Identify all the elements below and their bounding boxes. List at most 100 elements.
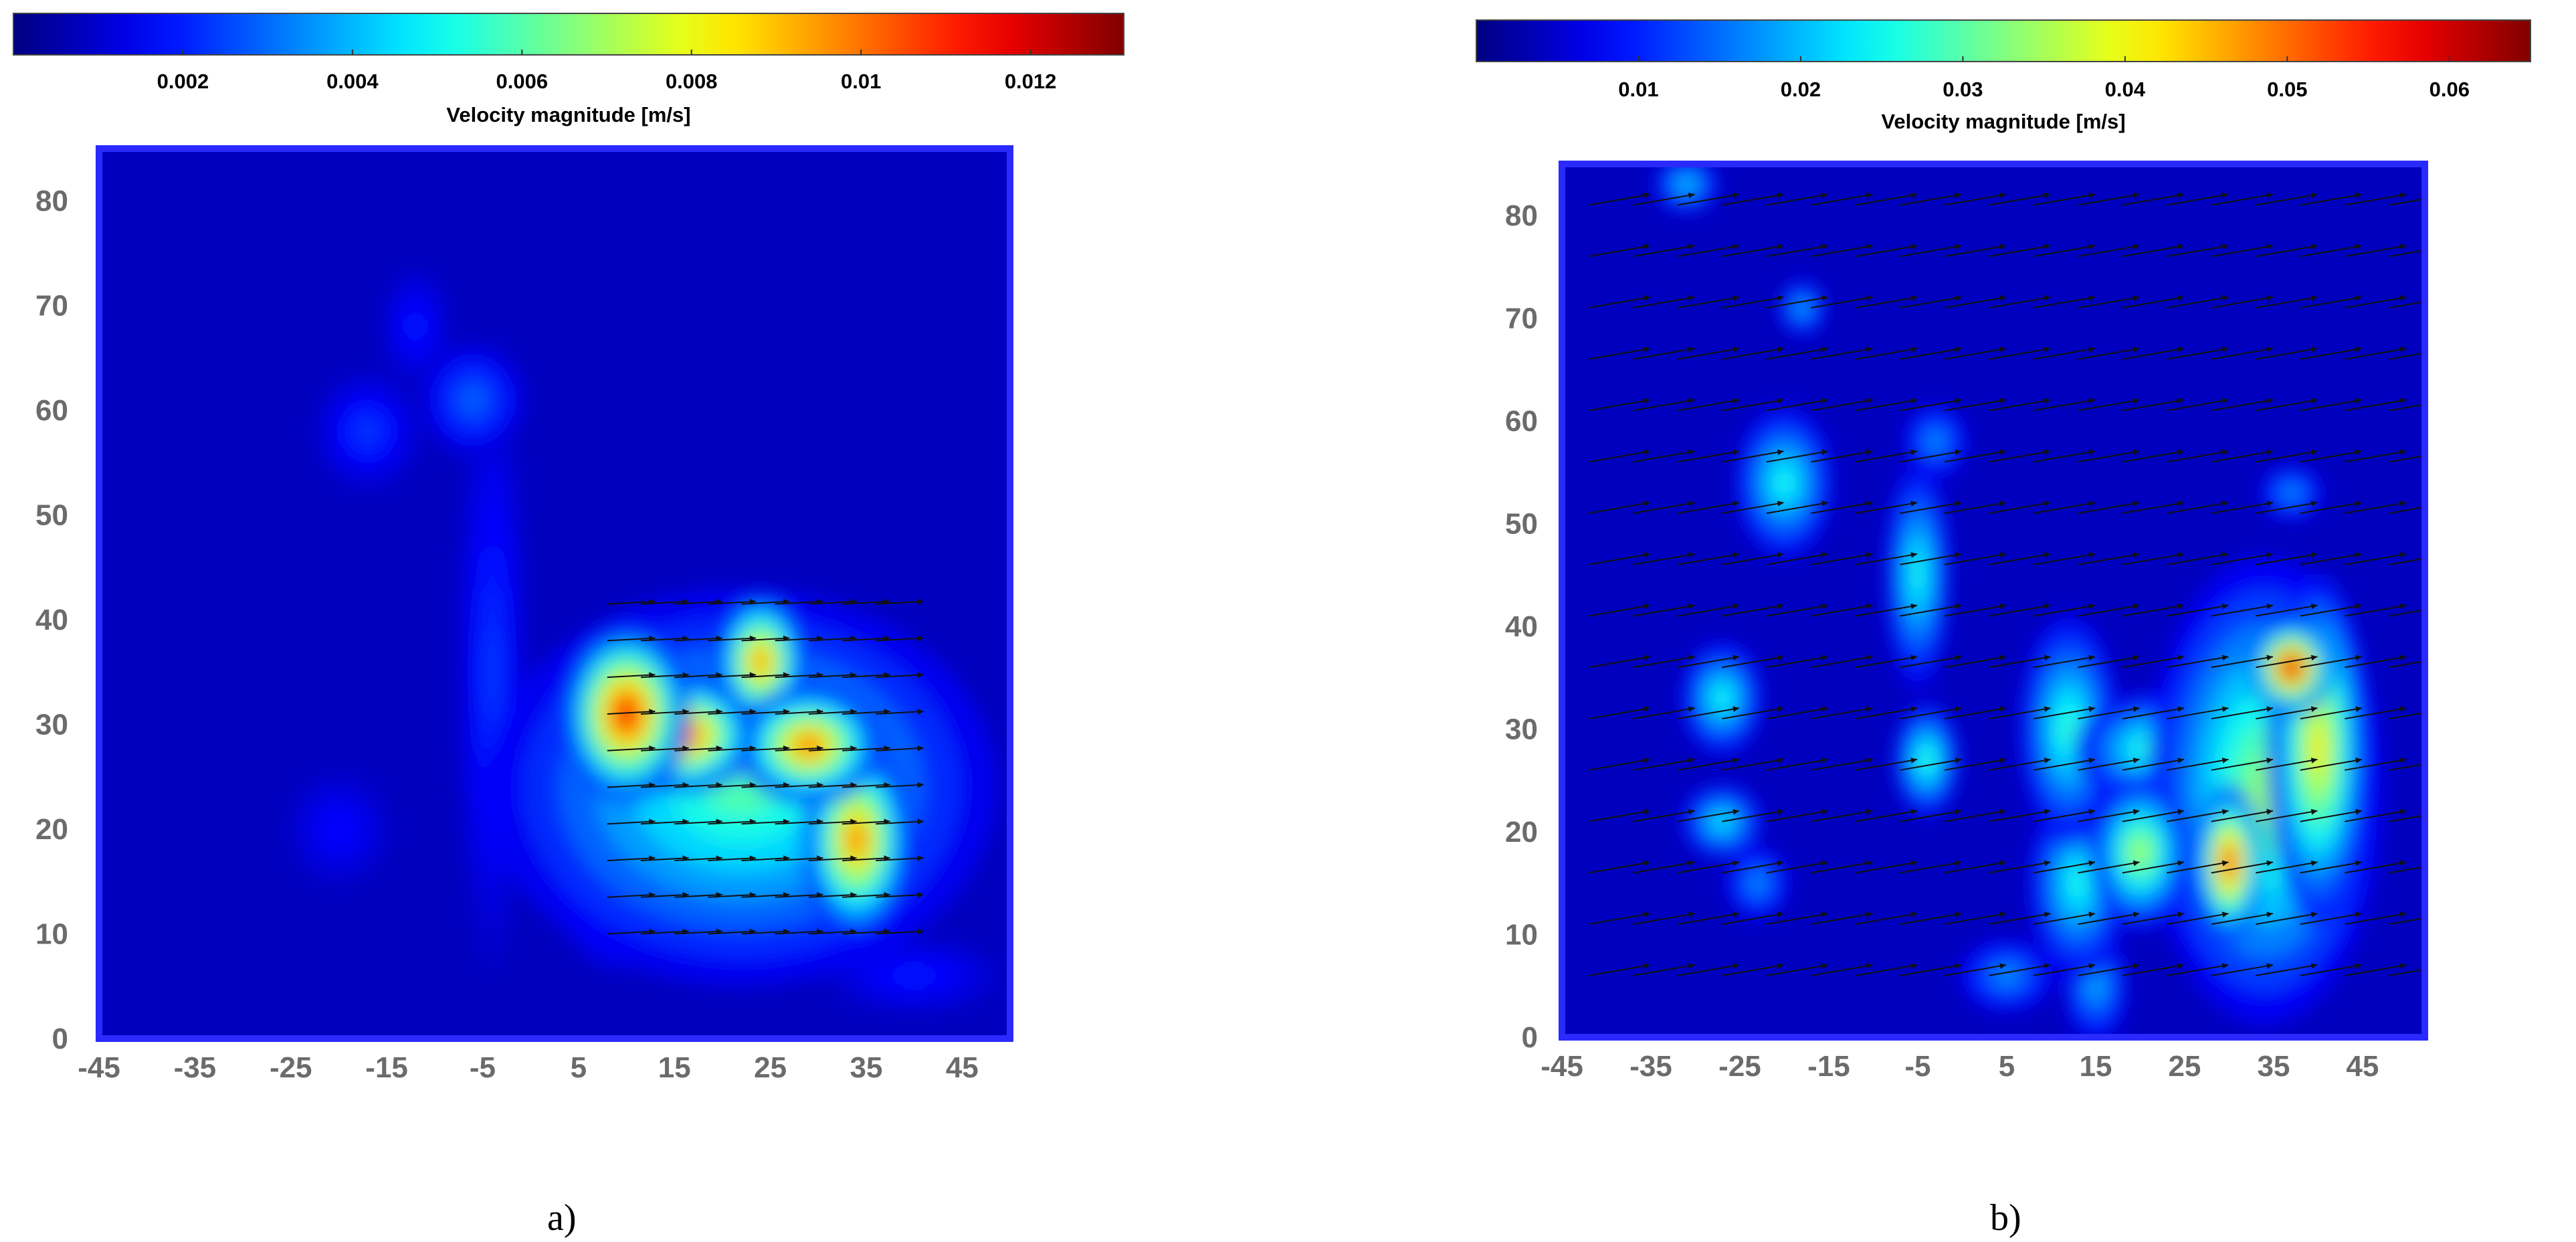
velocity-hotspot [359,422,376,440]
velocity-vector [1766,244,1829,258]
velocity-vector [2122,911,2185,925]
velocity-vector [2078,808,2140,822]
y-tick-label: 0 [1522,1021,1538,1054]
colorbar-tick-label: 0.006 [496,70,549,93]
velocity-vector [876,709,924,715]
velocity-vector [1944,808,2007,822]
x-tick-label: 35 [850,1051,882,1084]
x-tick-label: -25 [1718,1050,1761,1083]
velocity-vector [1989,808,2051,822]
velocity-vector [1722,706,1784,720]
velocity-vector [2211,449,2274,463]
y-tick-label: 10 [1505,918,1538,951]
velocity-hotspot [2062,712,2076,746]
panel-a: 0.002 0.004 0.006 0.008 0.01 0.012 Velocity ma… [13,13,1124,1239]
velocity-vector [1766,860,1829,874]
velocity-vector [876,745,924,751]
velocity-vector [2389,711,2425,720]
velocity-vector [1811,963,1873,976]
velocity-vector [1677,706,1740,720]
velocity-vector [876,598,924,605]
velocity-vector [2211,244,2274,258]
velocity-vector [1989,449,2051,463]
velocity-vector [1855,244,1918,258]
velocity-vector [1989,603,2051,617]
velocity-vector [1766,397,1829,412]
velocity-vector [2033,911,2096,925]
velocity-vector [1677,449,1740,463]
velocity-vector [1855,654,1918,669]
heatmap-field [284,266,1005,1016]
velocity-vector [1766,295,1829,308]
velocity-vector [2345,295,2407,308]
velocity-vector [2167,860,2229,874]
velocity-vector [2300,911,2363,925]
velocity-vector [1989,192,2051,206]
velocity-vector [1766,963,1829,976]
velocity-vector [1811,397,1873,412]
velocity-vector [2122,192,2185,206]
velocity-vector [1633,860,1695,874]
velocity-vector [2167,449,2229,463]
velocity-vector [2122,501,2185,514]
velocity-vector [2078,911,2140,925]
velocity-vector [2122,449,2185,463]
velocity-vector [1633,295,1695,308]
velocity-hotspot [2286,489,2296,497]
velocity-vector [2256,192,2318,206]
velocity-vector [2078,295,2140,308]
velocity-hotspot [1777,471,1792,494]
velocity-vector [2211,963,2274,976]
y-tick-label: 0 [52,1023,68,1055]
velocity-vector [2078,501,2140,514]
velocity-vector [2211,860,2274,874]
velocity-vector [1944,295,2007,308]
velocity-vector [1811,654,1873,669]
velocity-vector [2033,963,2096,976]
velocity-vector [1588,552,1651,565]
velocity-vector [2078,244,2140,258]
velocity-vector [2256,501,2318,514]
velocity-vector [1855,347,1918,360]
x-tick-label: -45 [78,1051,120,1084]
velocity-vector [1588,449,1651,463]
heatmap-field [1652,164,2383,1037]
velocity-vector [2167,397,2229,412]
velocity-vector [2033,449,2096,463]
velocity-vector [2345,397,2407,412]
velocity-vector [1811,552,1873,565]
velocity-vector [1811,808,1873,822]
velocity-vector [1633,501,1695,514]
velocity-vector [1633,963,1695,976]
colorbar-tick-label: 0.01 [841,70,881,93]
x-tick-label: 45 [946,1051,979,1084]
velocity-vector [2345,449,2407,463]
velocity-vector [2211,603,2274,617]
colorbar-tick-label: 0.02 [1781,78,1821,101]
x-tick-label: 5 [1999,1050,2015,1083]
velocity-vector [1588,758,1651,771]
velocity-vector [1677,501,1740,514]
velocity-vector [1633,192,1695,206]
velocity-vector [1722,860,1784,874]
velocity-vector [1900,860,1962,874]
velocity-vector [1900,603,1962,617]
y-tick-label: 20 [1505,816,1538,849]
velocity-vector [2300,963,2363,976]
y-tick-label: 30 [1505,713,1538,745]
velocity-vector [2345,963,2407,976]
velocity-vector [1989,244,2051,258]
velocity-vector [1944,911,2007,925]
velocity-vector [2211,295,2274,308]
velocity-vector [2122,706,2185,720]
velocity-vector [2300,552,2363,565]
velocity-vector [1855,808,1918,822]
velocity-vector [2256,860,2318,874]
velocity-vector [1766,552,1829,565]
velocity-vector [1855,911,1918,925]
velocity-vector [1900,963,1962,976]
x-tick-label: 35 [2257,1050,2290,1083]
velocity-vector [1766,449,1829,463]
velocity-vector [2389,814,2425,822]
velocity-vector [1588,860,1651,874]
